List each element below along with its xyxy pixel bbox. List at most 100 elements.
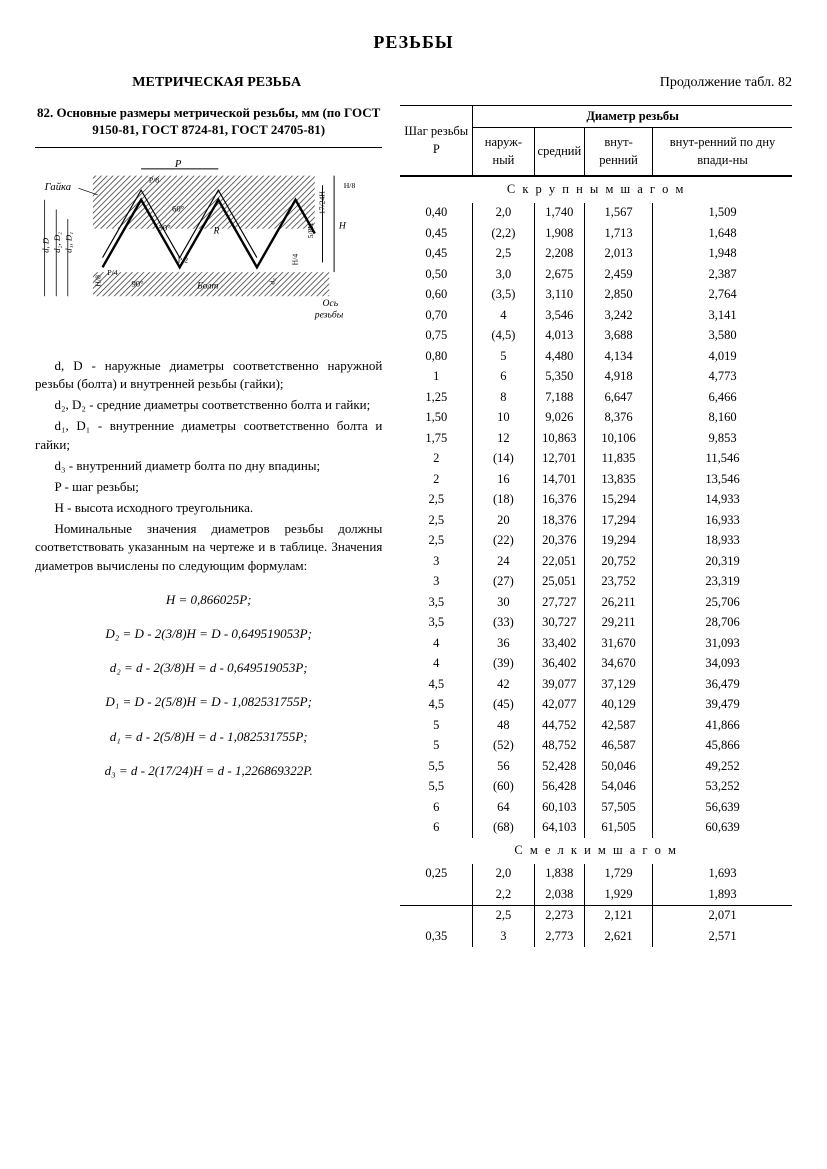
table-cell: 4,019 — [653, 346, 792, 367]
table-cell: 20 — [473, 510, 534, 531]
table-cell: 20,376 — [534, 531, 585, 552]
table-cell: 56,639 — [653, 797, 792, 818]
table-cell: 49,252 — [653, 756, 792, 777]
table-cell: 36 — [473, 633, 534, 654]
table-cell: 2,5 — [473, 244, 534, 265]
table-cell: (39) — [473, 654, 534, 675]
angle-60: 60° — [172, 203, 185, 213]
table-cell: 0,45 — [400, 223, 472, 244]
table-cell: 39,077 — [534, 674, 585, 695]
table-cell: 19,294 — [585, 531, 653, 552]
page-title: РЕЗЬБЫ — [35, 30, 792, 55]
table-cell: 10 — [473, 408, 534, 429]
table-cell: 2,013 — [585, 244, 653, 265]
table-cell: 1,729 — [585, 864, 653, 885]
table-cell: 64,103 — [534, 818, 585, 839]
label-d: d, D — [41, 237, 51, 253]
table-cell: 4,5 — [400, 695, 472, 716]
table-cell: 1,648 — [653, 223, 792, 244]
table-cell: 1,908 — [534, 223, 585, 244]
table-cell: 5,5 — [400, 756, 472, 777]
table-cell: 3,242 — [585, 305, 653, 326]
table-cell: 2,5 — [400, 510, 472, 531]
table-cell: 30,727 — [534, 613, 585, 634]
label-h4b: H/8 — [94, 274, 103, 286]
formula-d1: d₁ = d - 2(5/8)H = d - 1,082531755P; — [35, 728, 382, 746]
table-cell: 1,893 — [653, 884, 792, 905]
table-cell: 0,75 — [400, 326, 472, 347]
table-cell: 25,051 — [534, 572, 585, 593]
table-cell: 13,546 — [653, 469, 792, 490]
table-cell: 2,2 — [473, 884, 534, 905]
table-cell: 31,670 — [585, 633, 653, 654]
nut-label: Гайка — [44, 182, 71, 193]
table-cell: 31,093 — [653, 633, 792, 654]
table-cell: 2,121 — [585, 905, 653, 926]
table-cell: 1,25 — [400, 387, 472, 408]
table-cell: 11,835 — [585, 449, 653, 470]
table-cell: 34,093 — [653, 654, 792, 675]
def-p: P - шаг резьбы; — [35, 478, 382, 496]
table-cell: 50,046 — [585, 756, 653, 777]
table-cell: (18) — [473, 490, 534, 511]
table-cell: 12 — [473, 428, 534, 449]
table-cell: 5,5 — [400, 777, 472, 798]
table-cell: 3 — [473, 926, 534, 947]
col-middle: средний — [534, 128, 585, 177]
right-column: Шаг резьбы P Диаметр резьбы наруж-ный ср… — [400, 105, 792, 947]
label-r: R — [212, 225, 219, 236]
table-cell: 9,853 — [653, 428, 792, 449]
table-cell: 1 — [400, 367, 472, 388]
table-cell: 1,567 — [585, 203, 653, 224]
table-cell: 28,706 — [653, 613, 792, 634]
table-cell: 8 — [473, 387, 534, 408]
table-cell: (27) — [473, 572, 534, 593]
table-cell: 61,505 — [585, 818, 653, 839]
table-cell: 2,5 — [400, 490, 472, 511]
col-inner: внут-ренний — [585, 128, 653, 177]
table-cell: 5 — [473, 346, 534, 367]
table-cell: 3 — [400, 572, 472, 593]
table-section-header: С к р у п н ы м ш а г о м — [400, 176, 792, 203]
table-cell: 2,0 — [473, 864, 534, 885]
table-cell: 3,110 — [534, 285, 585, 306]
table-cell: 42 — [473, 674, 534, 695]
table-cell: 3,141 — [653, 305, 792, 326]
table-cell: 4,013 — [534, 326, 585, 347]
label-58h: 5/8H — [306, 222, 315, 238]
label-d3: d₃ — [267, 277, 276, 284]
table-cell: 4,480 — [534, 346, 585, 367]
def-h: H - высота исходного треугольника. — [35, 499, 382, 517]
table-cell: 3,5 — [400, 592, 472, 613]
dim-p: P — [174, 159, 182, 170]
formula-d2: d₂ = d - 2(3/8)H = d - 0,649519053P; — [35, 659, 382, 677]
table-cell: 1,50 — [400, 408, 472, 429]
table-cell: 3,546 — [534, 305, 585, 326]
left-column: 82. Основные размеры метрической резьбы,… — [35, 105, 382, 947]
table-cell: 3,580 — [653, 326, 792, 347]
table-cell: 4 — [473, 305, 534, 326]
label-p2: P/2 — [178, 255, 188, 264]
table-cell: 15,294 — [585, 490, 653, 511]
table-cell: 1,838 — [534, 864, 585, 885]
table-cell: 44,752 — [534, 715, 585, 736]
formula-h: H = 0,866025P; — [35, 591, 382, 609]
table-cell: 2 — [400, 449, 472, 470]
table-cell: 37,129 — [585, 674, 653, 695]
table-cell: 2,621 — [585, 926, 653, 947]
label-h2: H/4 — [290, 253, 299, 265]
table-cell: 0,35 — [400, 926, 472, 947]
table-cell: 5 — [400, 715, 472, 736]
table-cell: 60,639 — [653, 818, 792, 839]
angle-90: 90° — [131, 278, 144, 288]
formula-d2cap: D₂ = D - 2(3/8)H = D - 0,649519053P; — [35, 625, 382, 643]
table-cell: 53,252 — [653, 777, 792, 798]
table-cell: 2 — [400, 469, 472, 490]
table-cell: 14,701 — [534, 469, 585, 490]
label-h: H — [338, 220, 347, 231]
table-cell: 2,0 — [473, 203, 534, 224]
table-cell: (52) — [473, 736, 534, 757]
svg-text:резьбы: резьбы — [314, 309, 344, 320]
table-cell: 13,835 — [585, 469, 653, 490]
table-cell: 8,160 — [653, 408, 792, 429]
